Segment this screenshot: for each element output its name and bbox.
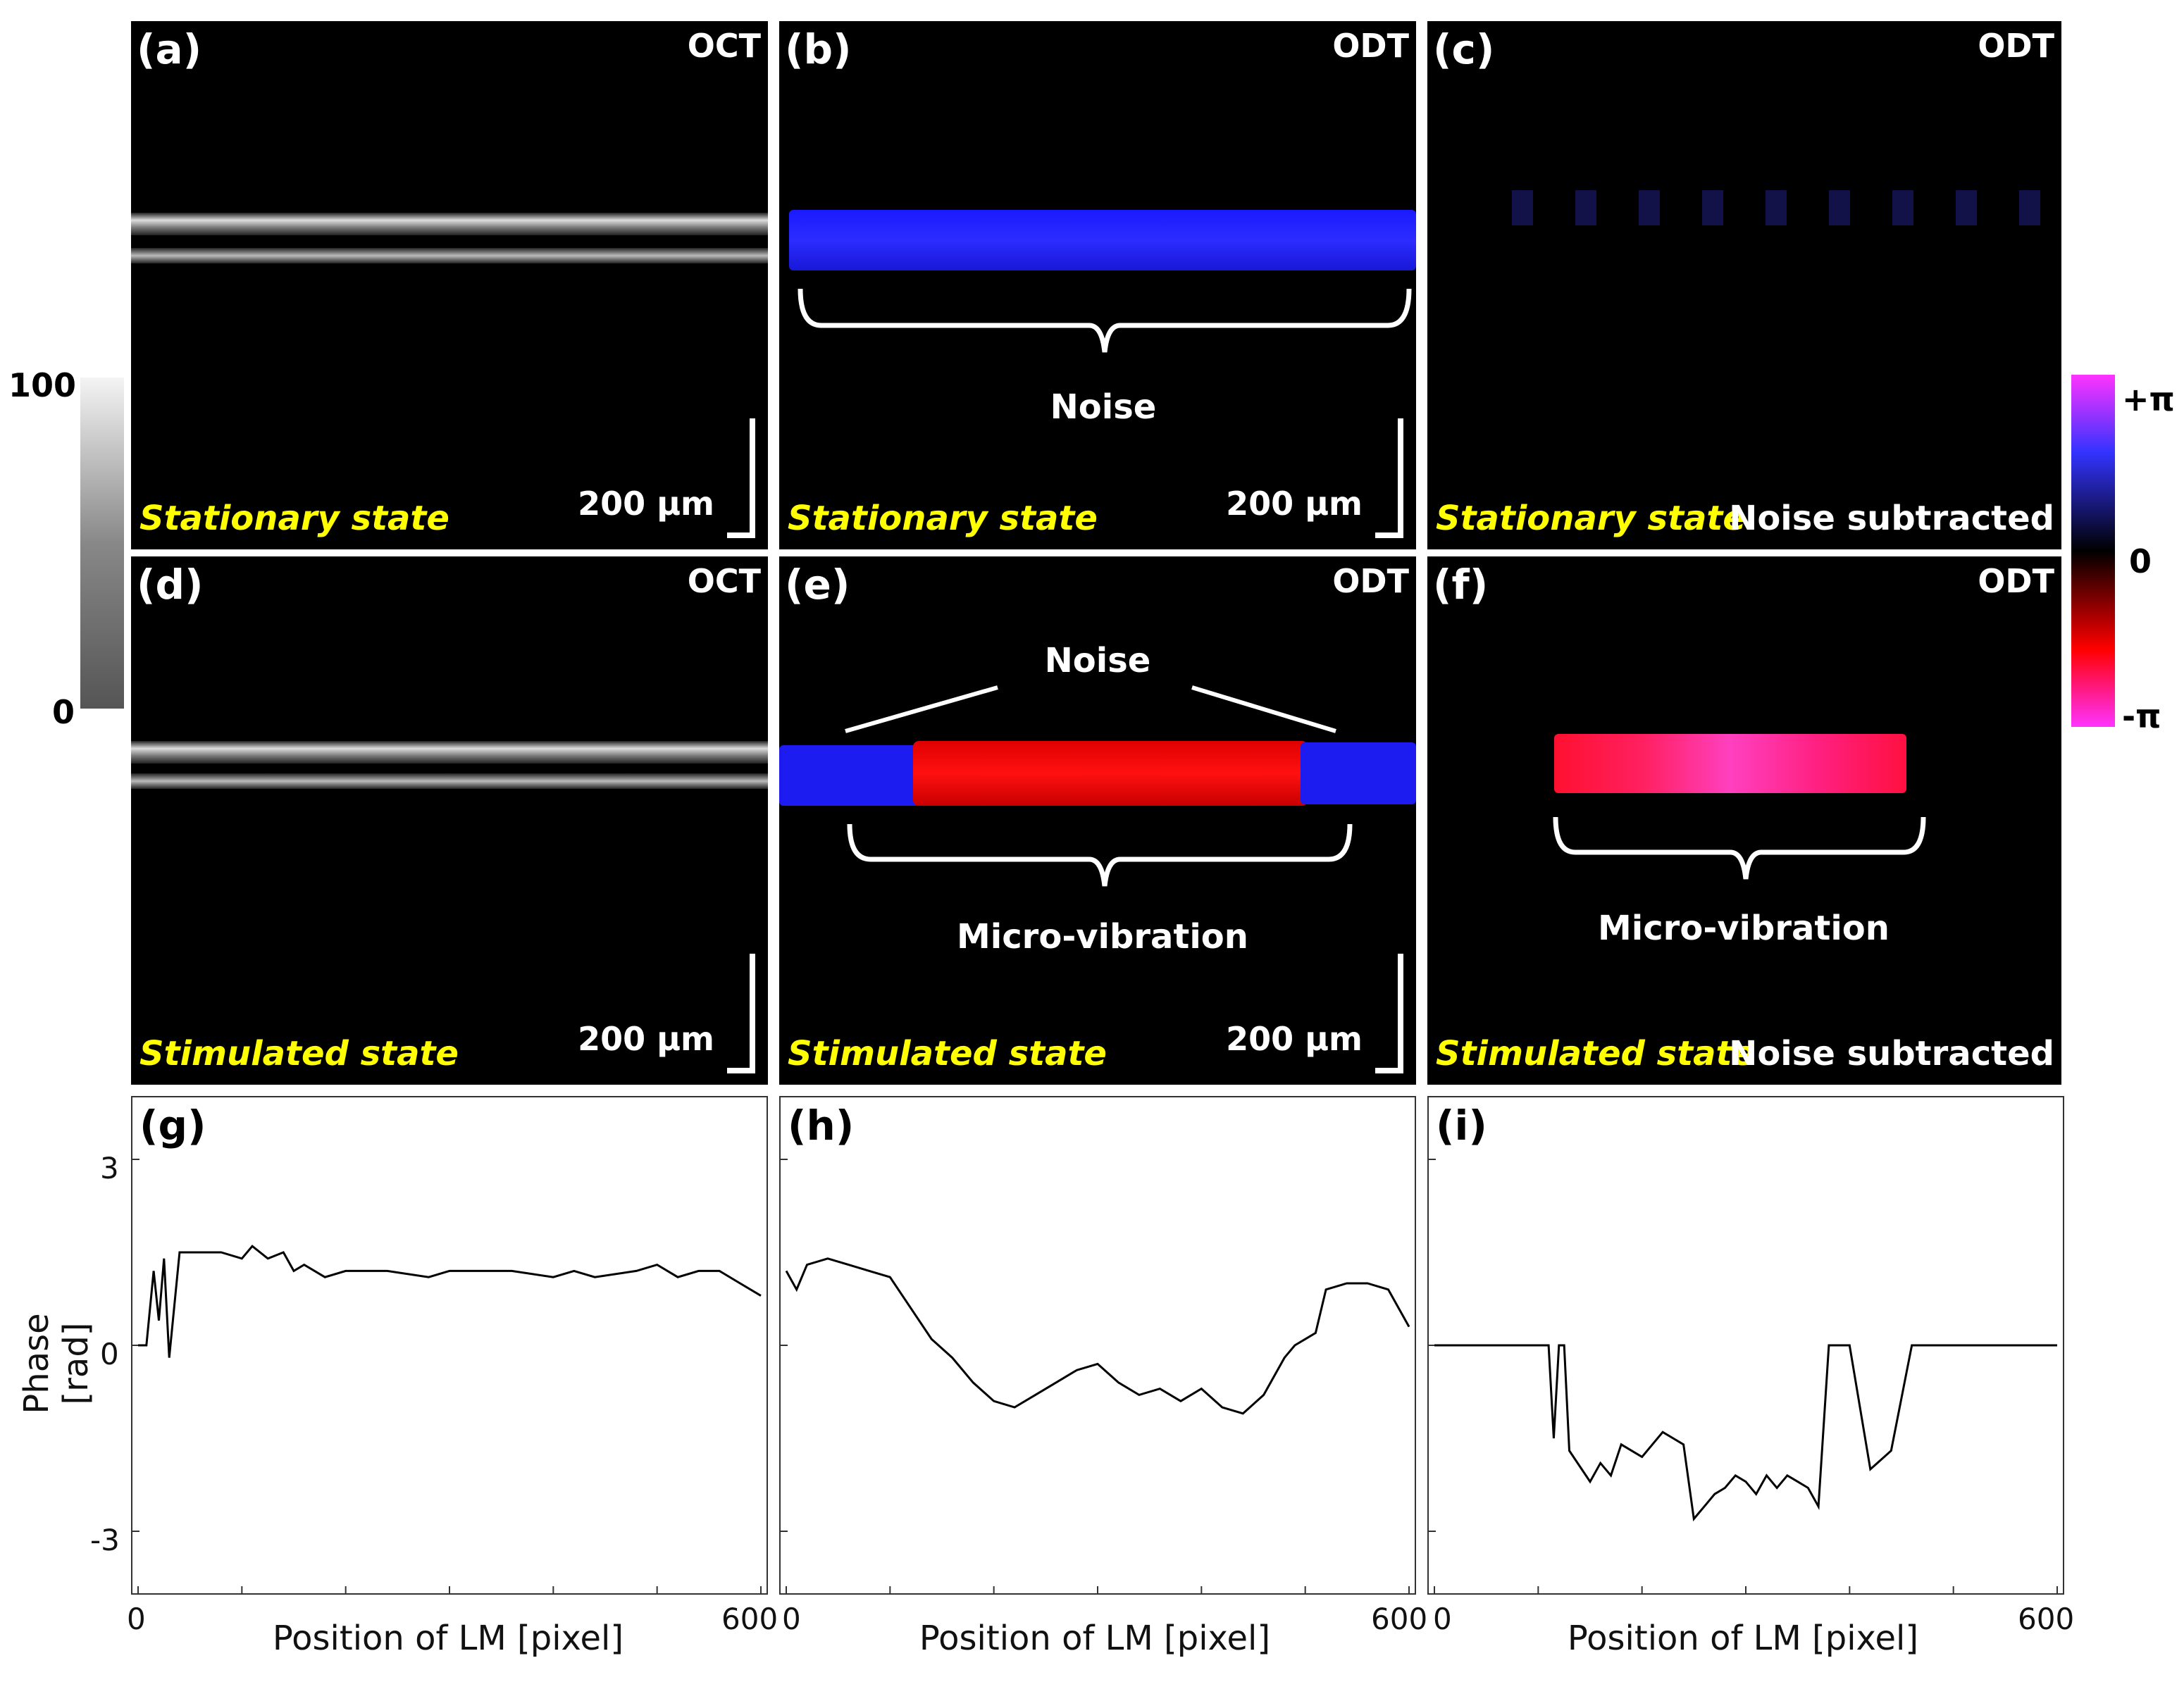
odt-noise-band-left [779, 745, 920, 806]
graph-g: (g) [131, 1096, 768, 1595]
panel-d: (d) OCT 200 µm Stimulated state [131, 556, 768, 1085]
phase-line-h [785, 1257, 1410, 1415]
oct-layer-band-lower [131, 248, 768, 263]
y-tick-3: 3 [100, 1151, 119, 1185]
panel-f-label: (f) [1433, 561, 1489, 609]
panel-f: Micro-vibration (f) ODT Stimulated state… [1427, 556, 2061, 1085]
x-axis-label-i: Position of LM [pixel] [1567, 1619, 1919, 1658]
panel-a-state: Stationary state [139, 499, 449, 538]
micro-vibration-annotation: Micro-vibration [1598, 909, 1890, 948]
noise-annotation: Noise [1050, 387, 1157, 427]
graph-h-label: (h) [788, 1102, 855, 1150]
scale-bar-text: 200 µm [1226, 485, 1363, 523]
panel-b-state: Stationary state [788, 499, 1098, 538]
panel-d-modality: OCT [687, 562, 761, 600]
gray-colorbar-max-label: 100 [8, 366, 77, 404]
graph-i-svg [1429, 1159, 2058, 1593]
panel-c-state: Stationary state [1436, 499, 1746, 538]
graph-h: (h) [779, 1096, 1416, 1595]
graph-h-svg [781, 1159, 1410, 1593]
panel-d-state: Stimulated state [139, 1034, 459, 1073]
panel-a-label: (a) [137, 25, 202, 73]
micro-vibration-annotation: Micro-vibration [957, 917, 1248, 957]
panel-d-label: (d) [137, 561, 204, 609]
graph-g-svg [132, 1159, 762, 1593]
phase-line-i [1434, 1344, 2057, 1521]
odt-noise-band-right [1301, 742, 1416, 804]
panel-a: (a) OCT 200 µm Stationary state [131, 21, 768, 549]
y-tick-0: 0 [100, 1337, 119, 1371]
scale-bar [727, 954, 755, 1073]
panel-f-modality: ODT [1978, 562, 2054, 600]
vibration-band [1554, 734, 1906, 793]
x-tick-600-i: 600 [2018, 1602, 2075, 1636]
panel-c: (c) ODT Stationary state Noise subtracte… [1427, 21, 2061, 549]
panel-b: Noise (b) ODT 200 µm Stationary state [779, 21, 1416, 549]
panel-f-state: Stimulated state [1436, 1034, 1755, 1073]
panel-e-label: (e) [785, 561, 850, 609]
scale-bar [1375, 418, 1403, 538]
panel-c-note: Noise subtracted [1729, 499, 2054, 538]
phase-line-g [138, 1245, 762, 1358]
x-tick-0-i: 0 [1433, 1602, 1452, 1636]
panel-e-state: Stimulated state [788, 1034, 1107, 1073]
scale-bar [1375, 954, 1403, 1073]
x-axis-label-g: Position of LM [pixel] [272, 1619, 624, 1658]
graph-i-label: (i) [1436, 1102, 1487, 1150]
phase-colorbar-bottom-label: -π [2122, 697, 2161, 735]
residual-noise [1512, 190, 2047, 225]
noise-annotation: Noise [1044, 641, 1151, 680]
x-tick-600-g: 600 [721, 1602, 778, 1636]
gray-colorbar-min-label: 0 [52, 693, 75, 731]
panel-b-label: (b) [785, 25, 852, 73]
scale-bar-text: 200 µm [578, 1020, 714, 1058]
scale-bar-text: 200 µm [578, 485, 714, 523]
oct-layer-band [131, 741, 768, 764]
oct-layer-band-lower [131, 773, 768, 789]
odt-vibration-band [913, 741, 1308, 806]
micro-vibration-brace [1553, 816, 1926, 880]
panel-b-modality: ODT [1332, 27, 1409, 65]
noise-brace [798, 288, 1412, 353]
panel-e: Noise Micro-vibration (e) ODT 200 µm Sti… [779, 556, 1416, 1085]
annotation-lines [845, 685, 1353, 887]
odt-noise-band [789, 210, 1416, 270]
panel-c-label: (c) [1433, 25, 1495, 73]
x-tick-0-g: 0 [127, 1602, 146, 1636]
scale-bar [727, 418, 755, 538]
graph-i: (i) [1427, 1096, 2064, 1595]
x-tick-600-h: 600 [1371, 1602, 1428, 1636]
scale-bar-text: 200 µm [1226, 1020, 1363, 1058]
y-tick-minus3: -3 [90, 1523, 120, 1557]
graph-g-label: (g) [139, 1102, 206, 1150]
x-tick-0-h: 0 [782, 1602, 801, 1636]
panel-f-note: Noise subtracted [1729, 1034, 2054, 1073]
gray-colorbar [80, 378, 124, 709]
y-axis-label: Phase [rad] [17, 1313, 96, 1414]
oct-layer-band [131, 213, 768, 235]
panel-a-modality: OCT [687, 27, 761, 65]
panel-e-modality: ODT [1332, 562, 1409, 600]
phase-colorbar [2071, 375, 2115, 727]
phase-colorbar-top-label: +π [2122, 380, 2175, 418]
x-axis-label-h: Position of LM [pixel] [919, 1619, 1271, 1658]
panel-c-modality: ODT [1978, 27, 2054, 65]
phase-colorbar-mid-label: 0 [2129, 542, 2152, 580]
